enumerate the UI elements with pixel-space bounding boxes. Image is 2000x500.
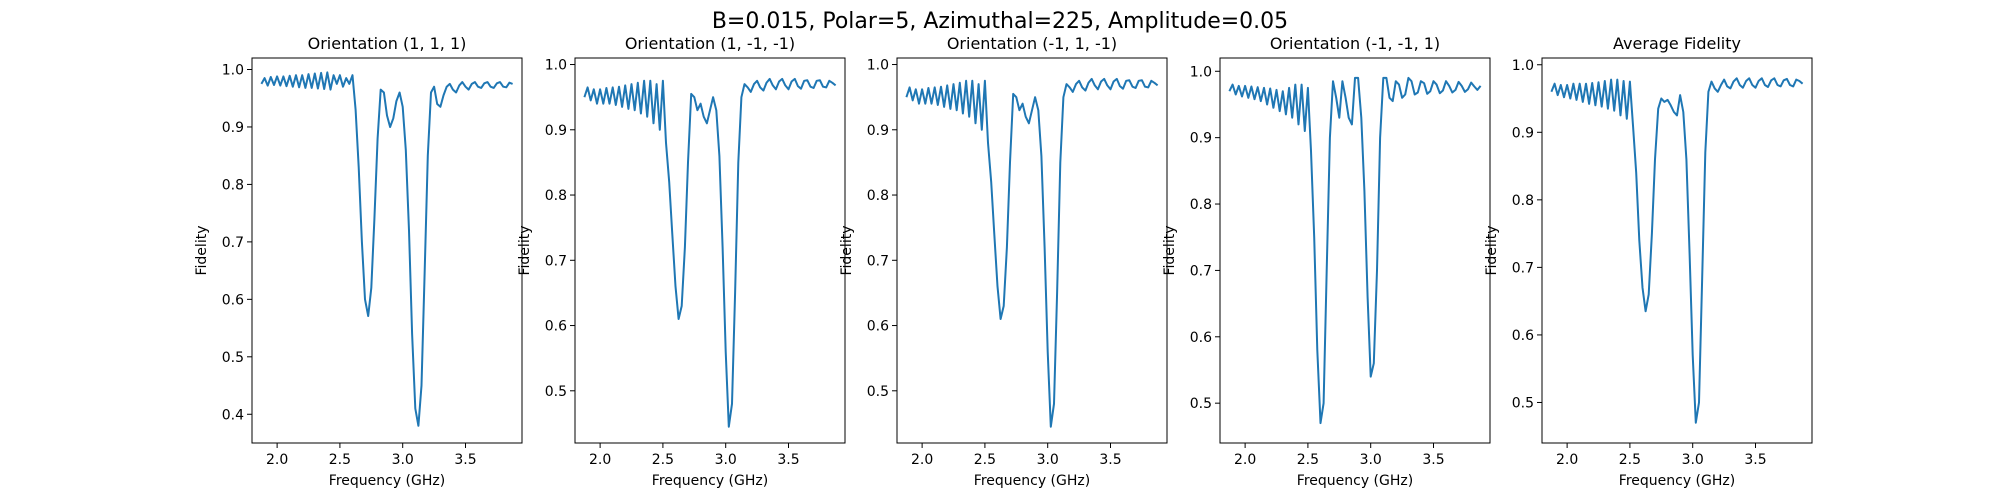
subplots: 2.0 2.5 3.0 3.5 0.4 0.5 0.6 0.7 0.8 0.9 1.0 Orienta… xyxy=(194,34,1813,489)
subplot-title: Orientation (1, 1, 1) xyxy=(308,34,467,53)
x-tick-label: 3.0 xyxy=(715,452,737,468)
x-tick-label: 3.0 xyxy=(1682,452,1704,468)
y-tick-label: 0.7 xyxy=(867,253,889,269)
x-tick-label: 3.5 xyxy=(1099,452,1121,468)
y-tick-label: 0.6 xyxy=(222,292,244,308)
y-axis-label: Fidelity xyxy=(194,226,210,276)
y-tick-label: 0.4 xyxy=(222,407,244,423)
y-tick-label: 0.8 xyxy=(867,188,889,204)
y-tick-label: 0.8 xyxy=(1190,197,1212,213)
x-axis-label: Frequency (GHz) xyxy=(1619,473,1735,489)
x-tick-label: 2.5 xyxy=(1297,452,1319,468)
subplot-5: 2.0 2.5 3.0 3.5 0.5 0.6 0.7 0.8 0.9 1.0 Average Fi… xyxy=(1484,34,1813,489)
y-tick-label: 0.5 xyxy=(1512,395,1534,411)
y-tick-label: 1.0 xyxy=(867,58,889,74)
y-tick-label: 0.6 xyxy=(867,319,889,335)
y-tick-label: 0.6 xyxy=(1190,330,1212,346)
x-tick-label: 2.0 xyxy=(911,452,933,468)
x-axis-label: Frequency (GHz) xyxy=(652,473,768,489)
y-tick-label: 0.6 xyxy=(545,319,567,335)
y-tick-label: 0.9 xyxy=(545,123,567,139)
y-axis-label: Fidelity xyxy=(839,226,855,276)
subplot-2: 2.0 2.5 3.0 3.5 0.5 0.6 0.7 0.8 0.9 1.0 Orientatio… xyxy=(517,34,846,489)
y-tick-label: 0.5 xyxy=(222,350,244,366)
x-tick-label: 2.5 xyxy=(652,452,674,468)
x-tick-label: 2.5 xyxy=(1619,452,1641,468)
y-tick-label: 0.5 xyxy=(867,384,889,400)
y-tick-label: 1.0 xyxy=(1512,58,1534,74)
x-axis-label: Frequency (GHz) xyxy=(974,473,1090,489)
y-tick-label: 1.0 xyxy=(222,62,244,78)
y-tick-label: 0.7 xyxy=(1512,260,1534,276)
y-tick-label: 0.8 xyxy=(545,188,567,204)
x-tick-label: 3.0 xyxy=(1360,452,1382,468)
y-axis-label: Fidelity xyxy=(1484,226,1500,276)
x-tick-label: 2.0 xyxy=(1556,452,1578,468)
x-tick-label: 3.5 xyxy=(777,452,799,468)
fidelity-line xyxy=(260,71,513,427)
y-tick-label: 0.5 xyxy=(1190,396,1212,412)
axes-frame xyxy=(1219,57,1491,444)
x-tick-label: 2.0 xyxy=(1234,452,1256,468)
y-axis-label: Fidelity xyxy=(1162,226,1178,276)
x-tick-label: 2.5 xyxy=(329,452,351,468)
x-tick-label: 3.5 xyxy=(1744,452,1766,468)
axes-frame xyxy=(574,57,846,444)
subplot-title: Orientation (-1, -1, 1) xyxy=(1270,34,1440,53)
y-tick-label: 0.7 xyxy=(545,253,567,269)
x-tick-label: 2.0 xyxy=(589,452,611,468)
x-axis-label: Frequency (GHz) xyxy=(1297,473,1413,489)
y-tick-label: 0.9 xyxy=(222,120,244,136)
y-tick-label: 0.6 xyxy=(1512,328,1534,344)
y-tick-label: 1.0 xyxy=(545,58,567,74)
subplot-title: Orientation (1, -1, -1) xyxy=(625,34,795,53)
x-axis-label: Frequency (GHz) xyxy=(329,473,445,489)
y-tick-label: 0.8 xyxy=(1512,193,1534,209)
fidelity-line xyxy=(1228,76,1482,425)
x-tick-label: 2.0 xyxy=(266,452,288,468)
figure-suptitle: B=0.015, Polar=5, Azimuthal=225, Amplitu… xyxy=(712,9,1288,34)
fidelity-line xyxy=(583,77,837,428)
subplot-3: 2.0 2.5 3.0 3.5 0.5 0.6 0.7 0.8 0.9 1.0 Orientatio… xyxy=(839,34,1168,489)
x-tick-label: 3.0 xyxy=(392,452,414,468)
y-tick-label: 0.5 xyxy=(545,384,567,400)
subplot-4: 2.0 2.5 3.0 3.5 0.5 0.6 0.7 0.8 0.9 1.0 Orientatio… xyxy=(1162,34,1491,489)
y-tick-label: 0.7 xyxy=(222,235,244,251)
x-tick-label: 2.5 xyxy=(974,452,996,468)
y-tick-label: 0.9 xyxy=(1190,131,1212,147)
subplot-title: Average Fidelity xyxy=(1613,34,1741,53)
fidelity-line xyxy=(905,77,1159,428)
x-tick-label: 3.5 xyxy=(454,452,476,468)
y-axis-label: Fidelity xyxy=(517,226,533,276)
x-tick-label: 3.0 xyxy=(1037,452,1059,468)
axes-frame xyxy=(251,57,523,444)
subplot-1: 2.0 2.5 3.0 3.5 0.4 0.5 0.6 0.7 0.8 0.9 1.0 Orienta… xyxy=(194,34,523,489)
axes-frame xyxy=(1541,57,1813,444)
y-tick-label: 1.0 xyxy=(1190,64,1212,80)
fidelity-line xyxy=(1550,77,1804,424)
subplot-title: Orientation (-1, 1, -1) xyxy=(947,34,1117,53)
y-tick-label: 0.7 xyxy=(1190,263,1212,279)
axes-frame xyxy=(896,57,1168,444)
y-tick-label: 0.9 xyxy=(1512,125,1534,141)
y-tick-label: 0.8 xyxy=(222,177,244,193)
x-tick-label: 3.5 xyxy=(1422,452,1444,468)
y-tick-label: 0.9 xyxy=(867,123,889,139)
